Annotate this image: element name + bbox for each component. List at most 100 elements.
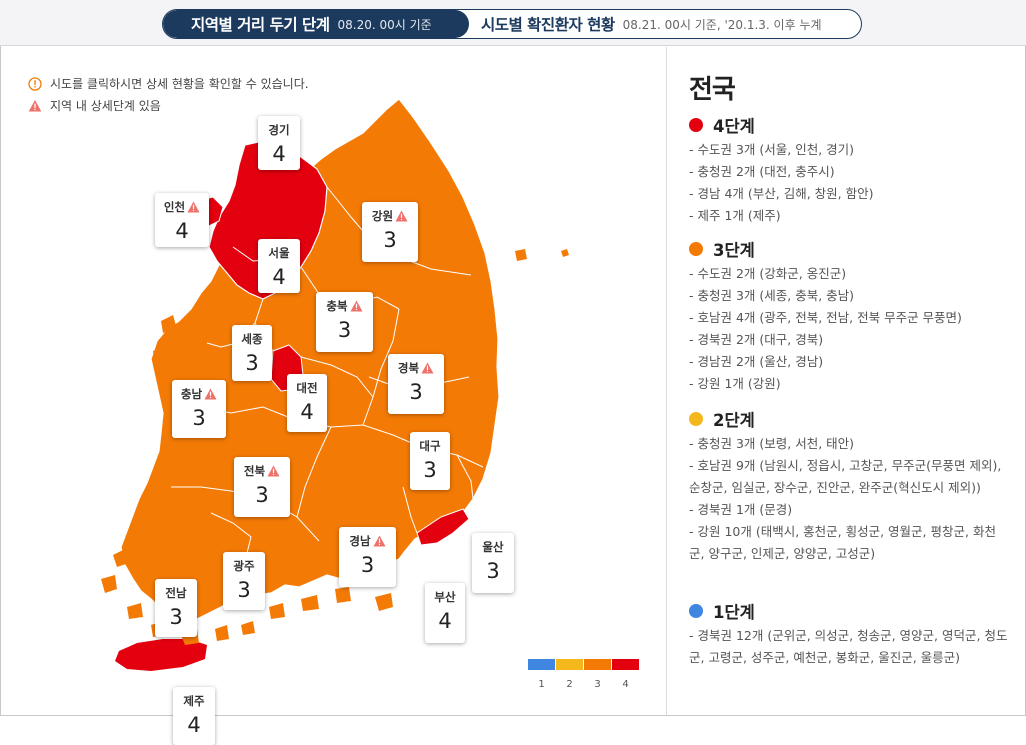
region-card-incheon[interactable]: 인천 4 — [155, 193, 209, 247]
region-name-row: 전북 — [244, 463, 280, 479]
warning-icon — [395, 210, 408, 222]
warn-hint-text: 지역 내 상세단계 있음 — [50, 99, 161, 113]
region-name: 부산 — [434, 590, 456, 604]
region-card-ulsan[interactable]: 울산 3 — [472, 533, 514, 593]
level-3-list: - 수도권 2개 (강화군, 옹진군) - 충청권 3개 (세종, 충북, 충남… — [689, 263, 1009, 395]
region-card-gangwon[interactable]: 강원 3 — [362, 202, 418, 262]
legend-label: 4 — [622, 679, 629, 690]
list-item: - 경북권 2개 (대구, 경북) — [689, 332, 824, 347]
level-4-label: 4단계 — [713, 117, 755, 136]
region-level: 3 — [383, 228, 397, 252]
region-level: 3 — [169, 605, 183, 629]
region-name: 인천 — [163, 200, 186, 214]
click-hint-text: 시도를 클릭하시면 상세 현황을 확인할 수 있습니다. — [50, 77, 309, 91]
region-name: 제주 — [183, 694, 205, 708]
level-4-dot — [689, 118, 703, 132]
list-item: - 제주 1개 (제주) — [689, 208, 781, 223]
region-name: 충남 — [180, 387, 203, 401]
region-name-row: 경남 — [349, 533, 386, 549]
legend-label: 1 — [538, 679, 545, 690]
level-1-label: 1단계 — [713, 603, 755, 622]
region-card-daegu[interactable]: 대구 3 — [410, 432, 450, 490]
region-name-row: 인천 — [164, 199, 200, 215]
region-name-row: 충북 — [326, 298, 363, 314]
list-item: - 강원 1개 (강원) — [689, 376, 781, 391]
region-name: 세종 — [241, 332, 263, 346]
region-name: 대전 — [296, 381, 318, 395]
level-4-list: - 수도권 3개 (서울, 인천, 경기) - 충청권 2개 (대전, 충주시)… — [689, 139, 1009, 227]
region-card-jeju[interactable]: 제주 4 — [173, 687, 215, 745]
region-card-gwangju[interactable]: 광주 3 — [223, 552, 265, 610]
region-level: 3 — [237, 578, 251, 602]
level-3-dot — [689, 242, 703, 256]
level-2-header: 2단계 — [689, 407, 755, 431]
korea-map — [101, 98, 569, 671]
region-level: 3 — [360, 553, 375, 577]
jeju-shape[interactable] — [115, 639, 207, 671]
legend-swatch-2 — [556, 659, 583, 670]
region-name: 광주 — [233, 559, 255, 573]
region-name: 경북 — [397, 361, 420, 375]
legend-label: 3 — [594, 679, 601, 690]
tab-distancing-title: 지역별 거리 두기 단계 — [191, 16, 330, 34]
level-3-header: 3단계 — [689, 237, 755, 261]
region-level: 3 — [423, 458, 437, 482]
legend-label: 2 — [566, 679, 573, 690]
list-item: - 충청권 2개 (대전, 충주시) — [689, 164, 835, 179]
region-level: 3 — [245, 351, 259, 375]
region-card-busan[interactable]: 부산 4 — [425, 583, 465, 643]
region-name-row: 경북 — [398, 360, 434, 376]
region-name: 전남 — [165, 586, 187, 600]
region-card-jeonnam[interactable]: 전남 3 — [155, 579, 197, 637]
list-item: - 경남 4개 (부산, 김해, 창원, 함안) — [689, 186, 874, 201]
region-card-daejeon[interactable]: 대전 4 — [287, 374, 327, 432]
region-name-row: 충남 — [181, 386, 217, 402]
region-name: 충북 — [326, 299, 348, 313]
tab-confirmed-cases[interactable]: 시도별 확진환자 현황 08.21. 00시 기준, '20.1.3. 이후 누… — [471, 10, 861, 38]
busan-shape[interactable] — [416, 508, 470, 546]
level-1-header: 1단계 — [689, 599, 755, 623]
warning-icon — [28, 99, 42, 111]
region-card-chungnam[interactable]: 충남 3 — [172, 380, 226, 438]
tab-cases-date: 08.21. 00시 기준, '20.1.3. 이후 누계 — [622, 17, 822, 32]
list-item: - 충청권 3개 (보령, 서천, 태안) — [689, 436, 855, 451]
region-card-jeonbuk[interactable]: 전북 3 — [234, 457, 290, 517]
region-level: 4 — [438, 609, 452, 633]
level-1-dot — [689, 604, 703, 618]
level-1-list: - 경북권 12개 (군위군, 의성군, 청송군, 영양군, 영덕군, 청도군,… — [689, 625, 1009, 669]
click-hint: 시도를 클릭하시면 상세 현황을 확인할 수 있습니다. — [28, 75, 309, 92]
tab-cases-title: 시도별 확진환자 현황 — [481, 16, 615, 34]
region-card-chungbuk[interactable]: 충북 3 — [316, 292, 373, 352]
region-name: 경남 — [349, 534, 371, 548]
map-panel: 시도를 클릭하시면 상세 현황을 확인할 수 있습니다. 지역 내 상세단계 있… — [1, 47, 666, 745]
tab-distancing-level[interactable]: 지역별 거리 두기 단계 08.20. 00시 기준 — [163, 10, 469, 38]
region-card-sejong[interactable]: 세종 3 — [232, 325, 272, 381]
islands — [101, 249, 569, 645]
legend-swatch-1 — [528, 659, 555, 670]
list-item: - 수도권 3개 (서울, 인천, 경기) — [689, 142, 855, 157]
warning-icon — [421, 362, 434, 374]
warning-icon — [350, 300, 363, 312]
region-name-row: 강원 — [372, 208, 408, 224]
list-item: - 경북권 12개 (군위군, 의성군, 청송군, 영양군, 영덕군, 청도군,… — [689, 628, 1008, 665]
level-2-dot — [689, 412, 703, 426]
detail-panel: 전국 4단계 - 수도권 3개 (서울, 인천, 경기) - 충청권 2개 (대… — [666, 47, 1025, 715]
region-card-gyeongbuk[interactable]: 경북 3 — [388, 354, 444, 414]
level-2-list: - 충청권 3개 (보령, 서천, 태안) - 호남권 9개 (남원시, 정읍시… — [689, 433, 1009, 565]
region-card-gyeonggi[interactable]: 경기 4 — [258, 116, 300, 170]
warning-icon — [204, 388, 217, 400]
region-level: 3 — [409, 380, 423, 404]
region-card-seoul[interactable]: 서울 4 — [258, 239, 300, 293]
region-name: 울산 — [482, 540, 504, 554]
region-name: 전북 — [243, 464, 266, 478]
list-item: - 호남권 9개 (남원시, 정읍시, 고창군, 무주군(무풍면 제외), 순창… — [689, 458, 1002, 495]
level-2-label: 2단계 — [713, 411, 755, 430]
region-level: 3 — [255, 483, 269, 507]
list-item: - 경남권 2개 (울산, 경남) — [689, 354, 824, 369]
region-level: 4 — [272, 142, 286, 166]
region-level: 3 — [337, 318, 352, 342]
legend-swatch-4 — [612, 659, 639, 670]
region-card-gyeongnam[interactable]: 경남 3 — [339, 527, 396, 587]
region-level: 4 — [175, 219, 189, 243]
list-item: - 충청권 3개 (세종, 충북, 충남) — [689, 288, 855, 303]
